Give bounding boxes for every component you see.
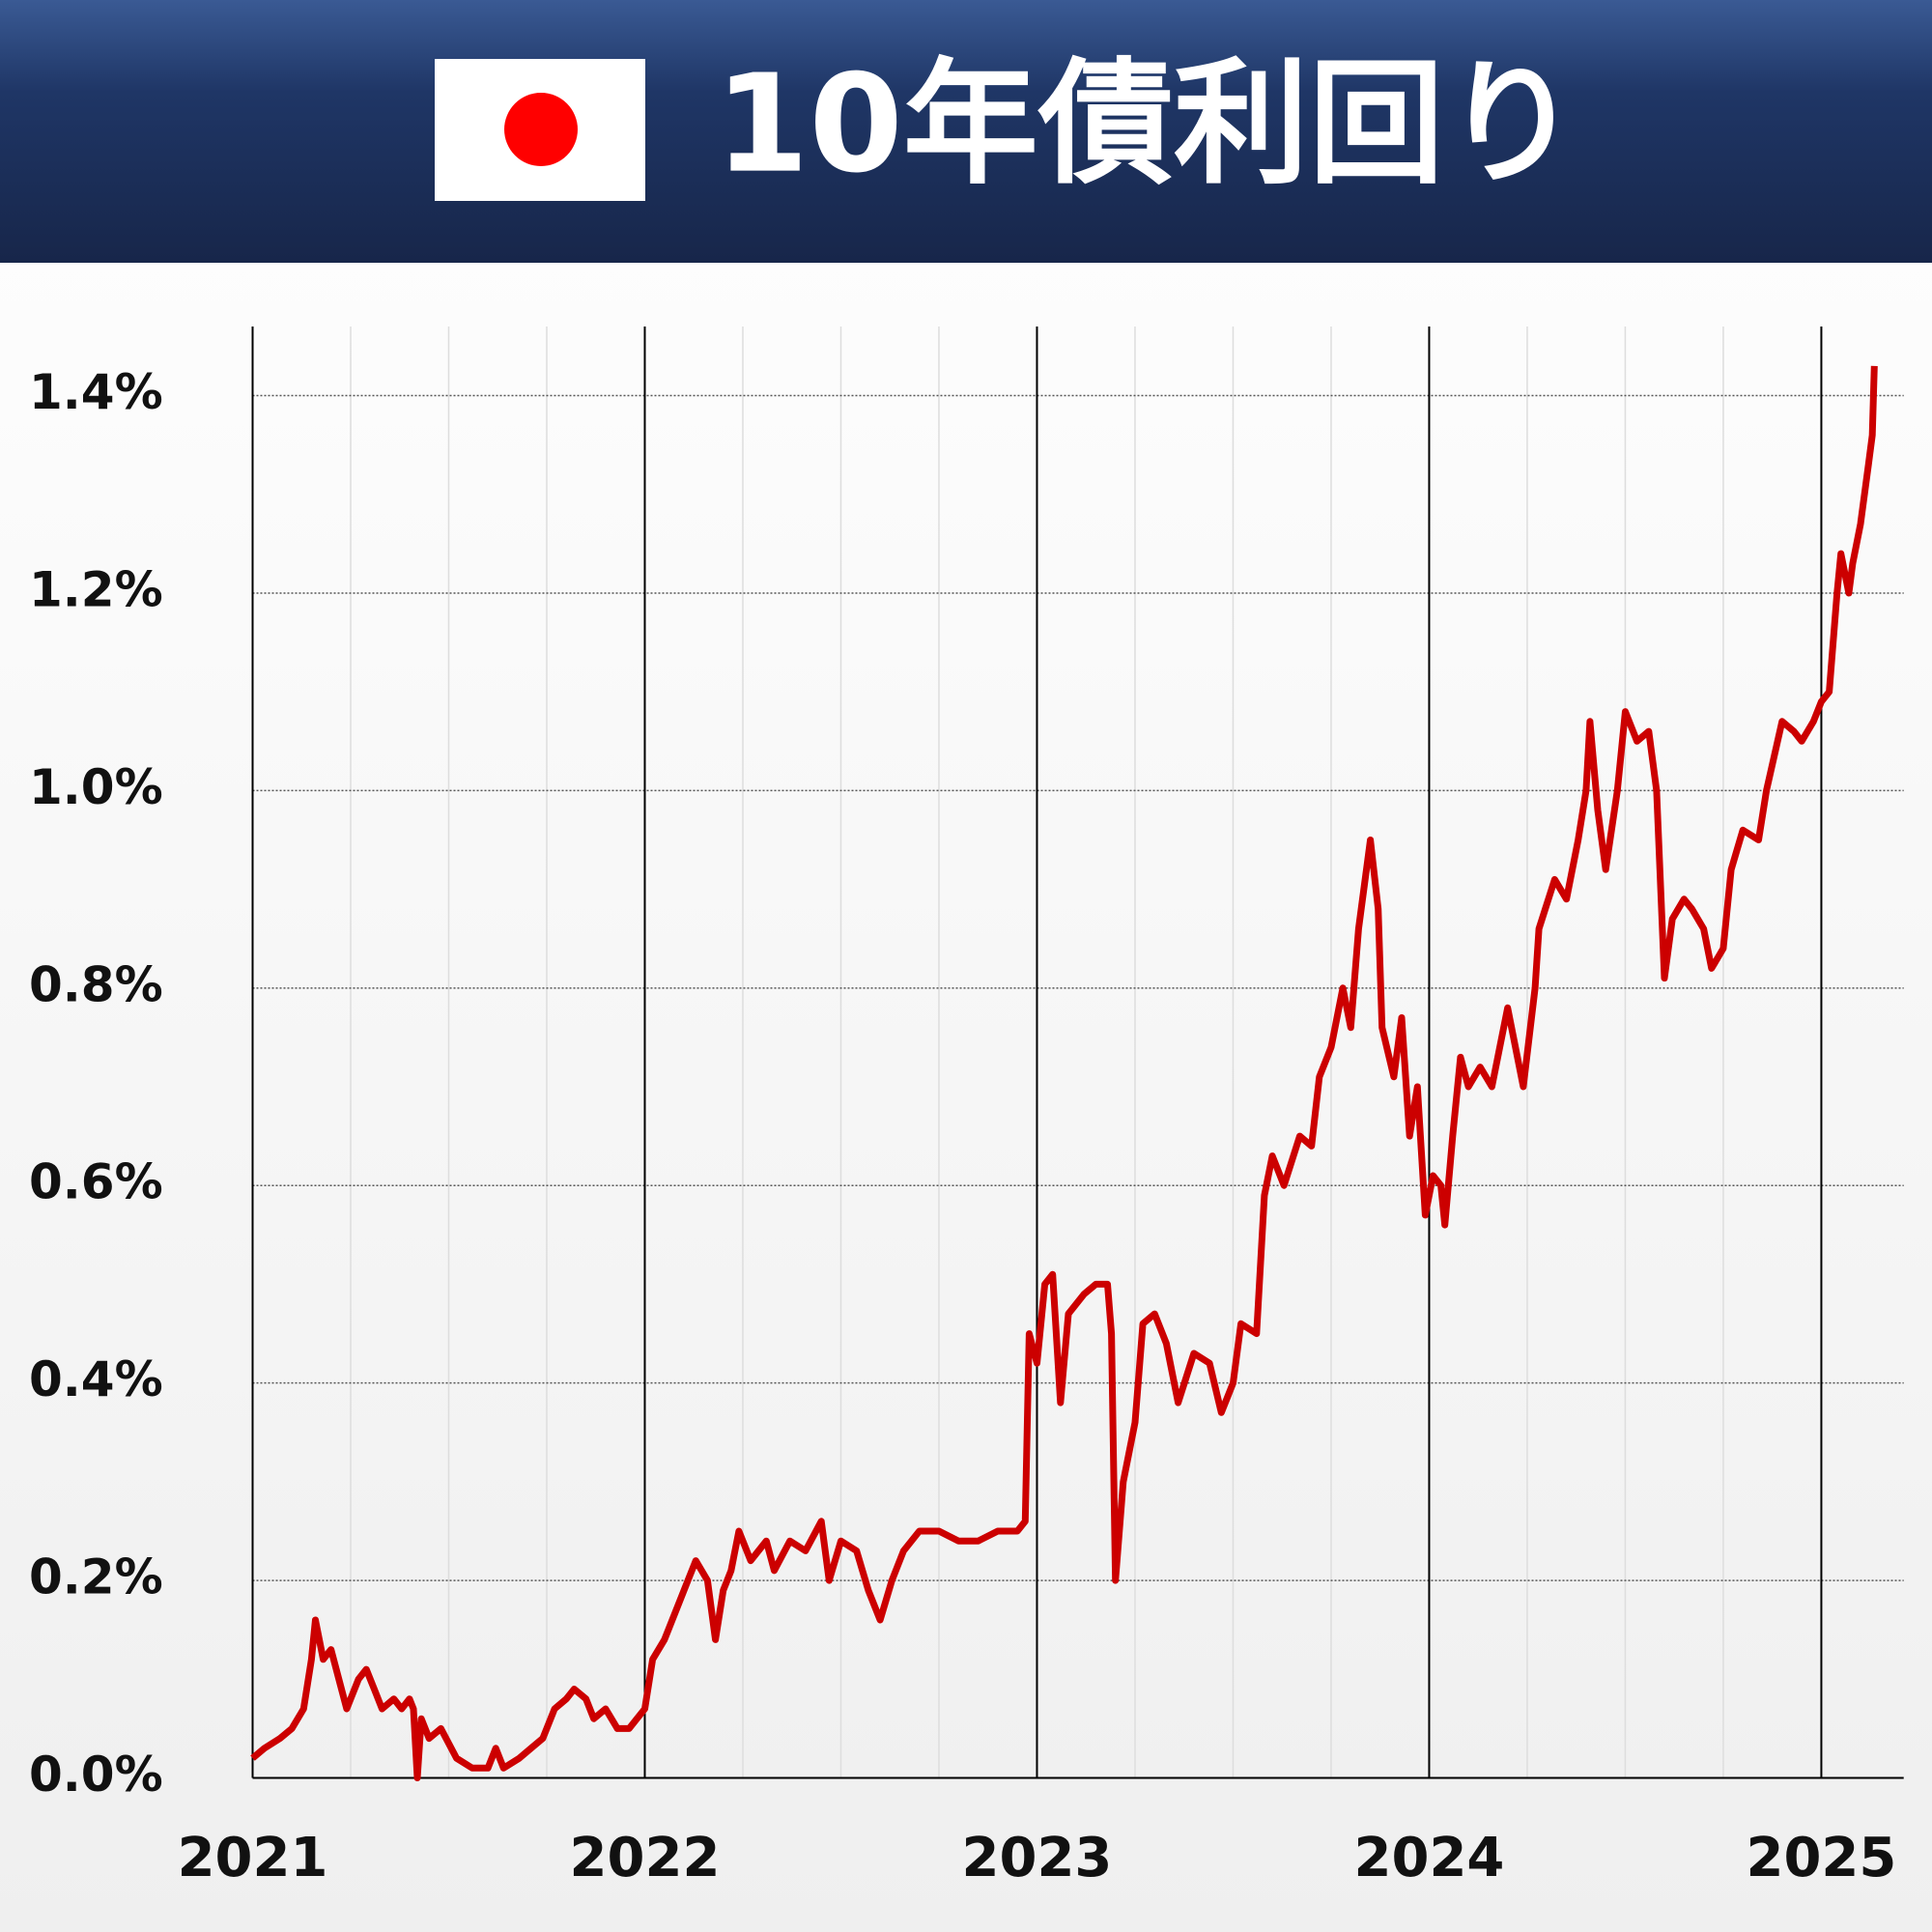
y-tick-label: 0.4% (29, 1351, 163, 1407)
y-tick-label: 1.0% (29, 759, 163, 815)
y-tick-label: 1.2% (29, 561, 163, 617)
yield-line (250, 365, 1878, 1781)
x-tick-label: 2025 (1747, 1827, 1897, 1889)
x-tick-label: 2021 (178, 1827, 328, 1889)
x-tick-label: 2022 (570, 1827, 721, 1889)
x-tick-label: 2023 (962, 1827, 1113, 1889)
x-tick-label: 2024 (1354, 1827, 1505, 1889)
y-tick-label: 0.6% (29, 1154, 163, 1210)
y-tick-label: 0.2% (29, 1549, 163, 1605)
header (0, 0, 1932, 263)
chart-title: 10年債利回り (715, 46, 1579, 204)
y-tick-label: 0.8% (29, 956, 163, 1012)
y-tick-label: 1.4% (29, 364, 163, 420)
y-tick-label: 0.0% (29, 1747, 163, 1803)
flag-sun (504, 93, 578, 166)
